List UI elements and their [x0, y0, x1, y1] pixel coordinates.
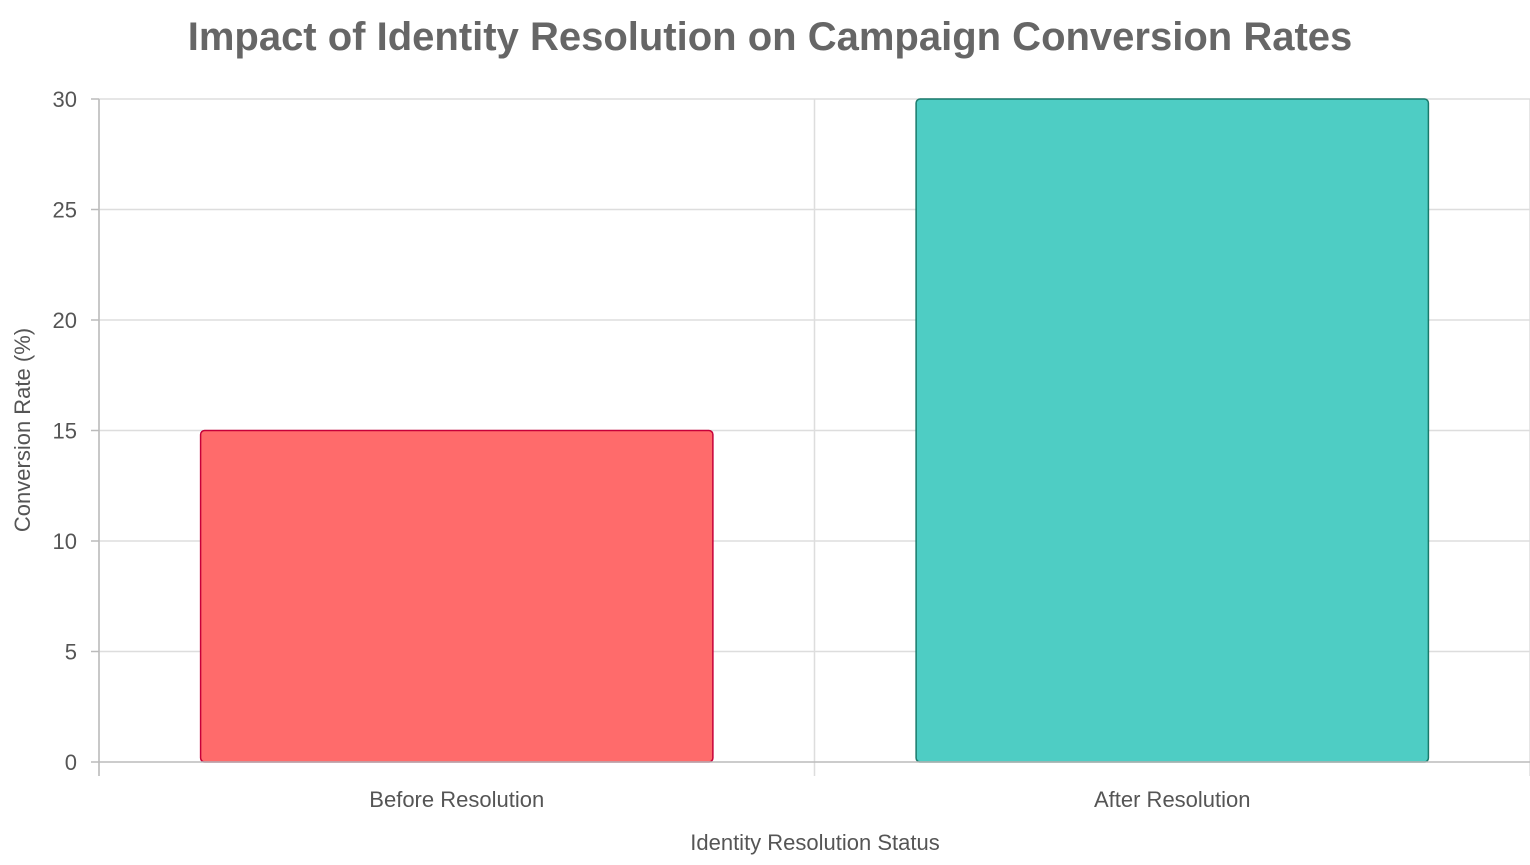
y-tick-label: 20: [53, 308, 77, 333]
bar-after-resolution: [915, 98, 1430, 763]
y-tick-label: 15: [53, 419, 77, 444]
y-tick-label: 30: [53, 87, 77, 112]
y-tick-label: 5: [65, 640, 77, 665]
axes: [91, 98, 1530, 776]
chart-title: Impact of Identity Resolution on Campaig…: [188, 15, 1353, 59]
x-tick-labels: Before Resolution After Resolution: [369, 787, 1250, 812]
bars: [199, 98, 1430, 763]
y-tick-labels: 0 5 10 15 20 25 30: [53, 87, 77, 775]
y-tick-label: 25: [53, 198, 77, 223]
y-tick-label: 10: [53, 529, 77, 554]
bar-before-resolution: [199, 429, 714, 763]
y-axis-title: Conversion Rate (%): [10, 328, 35, 532]
y-tick-label: 0: [65, 750, 77, 775]
x-axis-title: Identity Resolution Status: [690, 830, 939, 855]
x-tick-label: After Resolution: [1094, 787, 1251, 812]
x-tick-label: Before Resolution: [369, 787, 544, 812]
